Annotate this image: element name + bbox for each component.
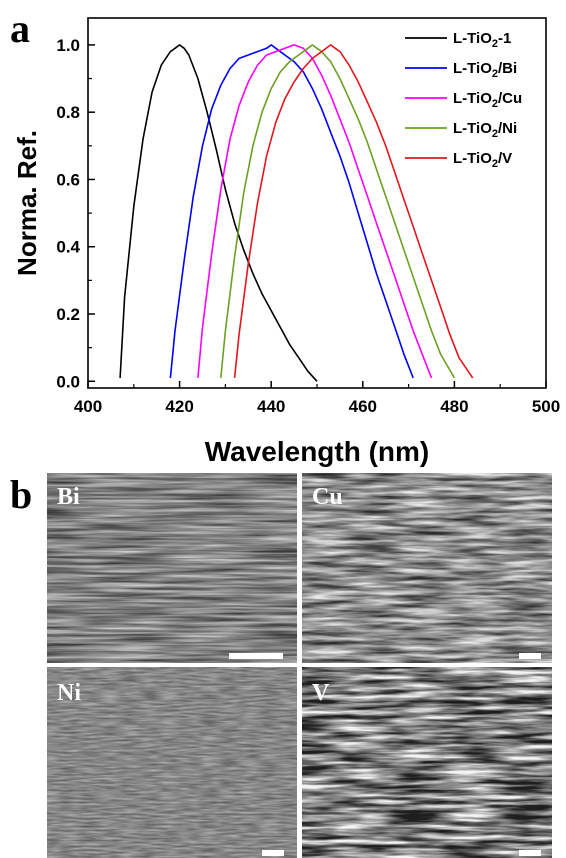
- y-tick-label: 0.0: [56, 372, 80, 391]
- series-line-0: [119, 44, 318, 382]
- x-axis-title: Wavelength (nm): [205, 436, 430, 467]
- plot-area: 400 420 440 460 480 500 0.0 0.2 0.4 0.6 0.8 1.0 L-T…: [56, 17, 560, 416]
- sem-image-bi: Bi: [47, 473, 297, 663]
- x-tick-label: 460: [349, 397, 377, 416]
- sem-image-v: V: [302, 667, 552, 858]
- x-tick-label: 420: [165, 397, 193, 416]
- legend: L-TiO2-1 L-TiO2/Bi L-TiO2/Cu L-TiO2/Ni L-TiO…: [405, 30, 522, 170]
- legend-label-1: L-TiO2/Bi: [453, 60, 517, 80]
- plot-frame: [87, 17, 547, 389]
- y-tick-label: 0.8: [56, 103, 80, 122]
- x-tick-label: 400: [74, 397, 102, 416]
- legend-label-3: L-TiO2/Ni: [453, 120, 517, 140]
- x-tick-label: 500: [532, 397, 560, 416]
- y-tick-label: 0.6: [56, 170, 80, 189]
- scale-bar: [229, 653, 283, 659]
- sem-label-v: V: [312, 680, 330, 706]
- series-line-3: [220, 44, 456, 379]
- sem-image-ni: Ni: [47, 667, 297, 858]
- series-layer: [119, 44, 474, 382]
- scale-bar: [519, 850, 541, 856]
- legend-label-4: L-TiO2/V: [453, 150, 512, 170]
- ticks-layer: 400 420 440 460 480 500 0.0 0.2 0.4 0.6 0.8 1.0: [56, 36, 560, 416]
- sem-label-cu: Cu: [312, 484, 343, 510]
- legend-label-2: L-TiO2/Cu: [453, 90, 522, 110]
- panel-label-b: b: [10, 472, 32, 517]
- legend-label-0: L-TiO2-1: [453, 30, 511, 50]
- y-axis-title: Norma. Ref.: [12, 130, 42, 276]
- y-tick-label: 1.0: [56, 36, 80, 55]
- sem-label-bi: Bi: [57, 484, 80, 510]
- panel-label-a: a: [10, 6, 30, 51]
- x-tick-label: 480: [440, 397, 468, 416]
- scale-bar: [262, 850, 284, 856]
- series-line-4: [233, 44, 474, 379]
- series-line-1: [169, 44, 414, 379]
- y-tick-label: 0.4: [56, 238, 80, 257]
- y-tick-label: 0.2: [56, 305, 80, 324]
- scale-bar: [519, 653, 541, 659]
- sem-label-ni: Ni: [57, 680, 81, 706]
- x-tick-label: 440: [257, 397, 285, 416]
- sem-image-cu: Cu: [302, 473, 552, 663]
